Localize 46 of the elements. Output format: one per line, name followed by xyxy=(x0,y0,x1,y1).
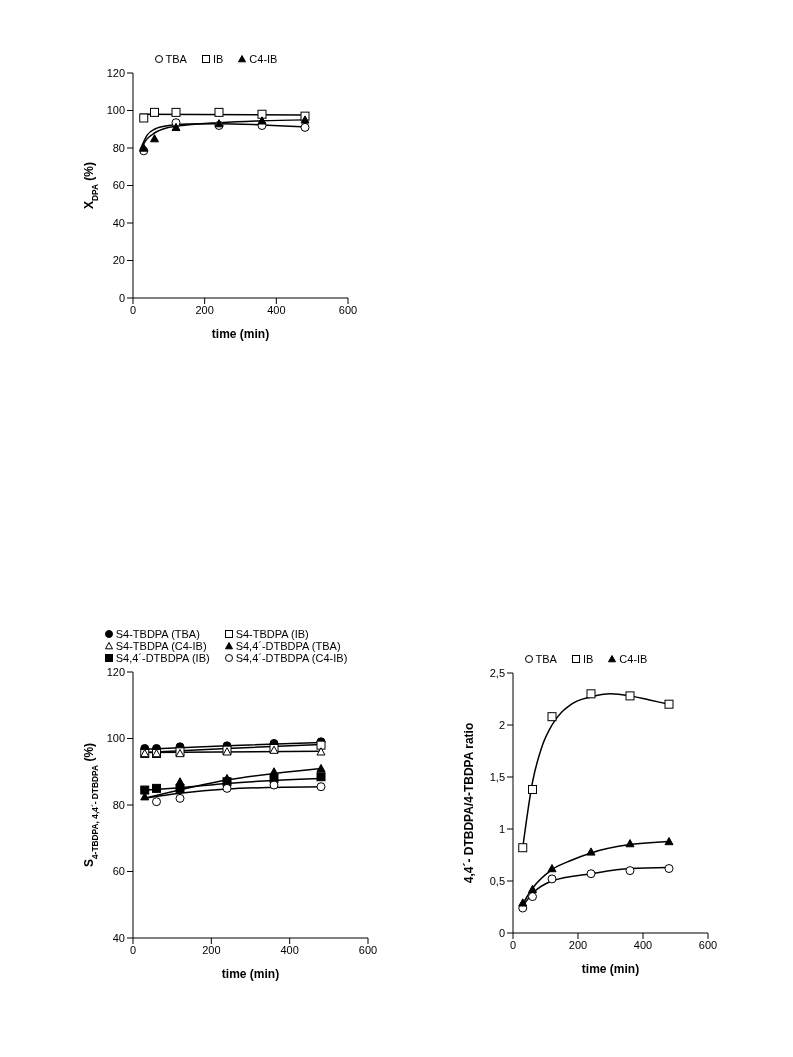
y-tick-label: 40 xyxy=(112,216,125,229)
x-tick-label: 0 xyxy=(129,943,137,956)
y-tick-label: 100 xyxy=(106,104,125,117)
x-tick-label: 0 xyxy=(129,303,137,316)
y-tick-label: 0,5 xyxy=(489,874,505,887)
legend-label: TBA xyxy=(165,53,187,65)
x-tick-label: 600 xyxy=(698,938,718,951)
x-tick-label: 200 xyxy=(568,938,588,951)
legend-label: S4,4´-DTBDPA (C4-IB) xyxy=(235,652,348,664)
legend-label: IB xyxy=(582,653,594,665)
y-tick-label: 20 xyxy=(112,254,125,267)
legend-label: S4,4´-DTBDPA (TBA) xyxy=(235,640,341,652)
y-tick-label: 0 xyxy=(498,926,505,939)
x-tick-label: 400 xyxy=(280,943,299,956)
x-tick-label: 600 xyxy=(358,943,378,956)
y-tick-label: 80 xyxy=(112,798,125,811)
x-tick-label: 0 xyxy=(509,938,517,951)
y-tick-label: 1 xyxy=(498,822,505,835)
x-axis-title: time (min) xyxy=(581,962,640,976)
x-tick-label: 200 xyxy=(202,943,221,956)
legend-label: TBA xyxy=(535,653,557,665)
y-tick-label: 2 xyxy=(498,718,505,731)
y-tick-label: 60 xyxy=(112,865,125,878)
x-tick-label: 400 xyxy=(267,303,286,316)
x-tick-label: 400 xyxy=(633,938,653,951)
legend-label: S4-TBDPA (C4-IB) xyxy=(115,640,207,652)
y-tick-label: 120 xyxy=(106,66,125,79)
x-tick-label: 600 xyxy=(338,303,358,316)
y-tick-label: 120 xyxy=(106,665,125,678)
x-axis-title: time (min) xyxy=(221,967,280,981)
y-tick-label: 1,5 xyxy=(489,770,505,783)
x-axis-title: time (min) xyxy=(211,327,270,341)
legend-label: IB xyxy=(212,53,224,65)
y-tick-label: 2,5 xyxy=(489,666,505,679)
legend-label: S4,4´-DTBDPA (IB) xyxy=(115,652,210,664)
y-axis-title: 4,4´- DTBDPA/4-TBDPA ratio xyxy=(462,722,476,884)
legend-label: S4-TBDPA (TBA) xyxy=(115,628,200,640)
y-tick-label: 60 xyxy=(112,179,125,192)
y-tick-label: 0 xyxy=(118,291,125,304)
x-tick-label: 200 xyxy=(195,303,214,316)
legend-label: C4-IB xyxy=(619,653,648,665)
legend-label: S4-TBDPA (IB) xyxy=(235,628,309,640)
y-tick-label: 40 xyxy=(112,931,125,944)
y-tick-label: 80 xyxy=(112,141,125,154)
y-tick-label: 100 xyxy=(106,732,125,745)
legend-label: C4-IB xyxy=(249,53,278,65)
